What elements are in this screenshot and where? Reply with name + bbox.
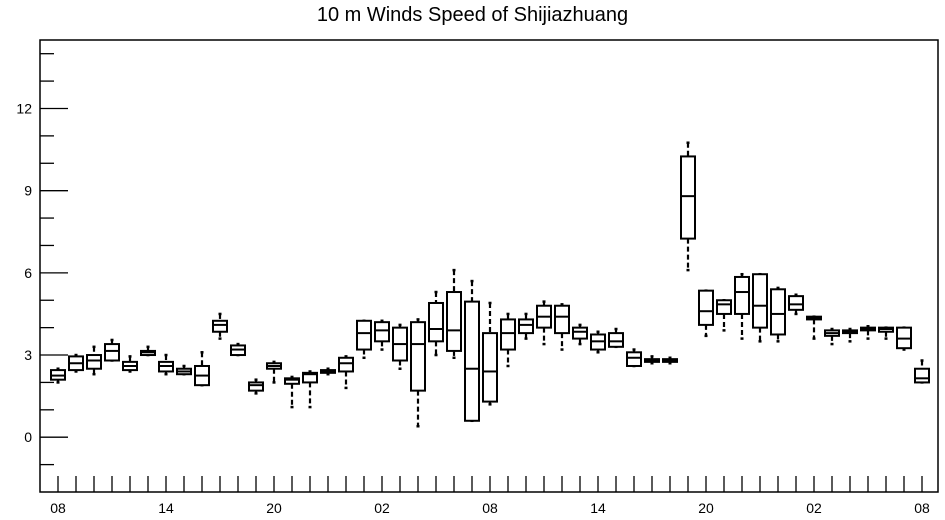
box-item [770,286,786,343]
box-iqr [500,318,516,351]
box-iqr [86,354,102,370]
box-item [878,326,894,340]
box-item [716,298,732,332]
box-iqr [626,351,642,367]
box-item [338,355,354,390]
y-axis: 0 3 6 9 12 [16,53,68,466]
box-item [446,268,462,360]
box-item [734,272,750,340]
plot-frame [39,39,939,493]
box-iqr [464,300,480,422]
box-iqr [284,377,300,385]
box-item [590,330,606,354]
box-item [86,345,102,376]
box-item [158,353,174,376]
box-iqr [752,273,768,329]
box-item [392,323,408,370]
x-tick-label: 20 [266,500,282,516]
box-item [662,356,678,365]
box-item [104,338,120,362]
box-item [698,289,714,338]
box-iqr [374,321,390,343]
x-tick-label: 14 [158,500,174,516]
y-tick-label: 12 [16,100,32,116]
box-item [212,312,228,340]
box-iqr [482,332,498,403]
y-tick-label: 3 [24,347,32,363]
x-tick-label: 02 [374,500,390,516]
box-item [140,345,156,357]
box-iqr [734,275,750,315]
box-item [500,312,516,368]
box-item [248,378,264,395]
box-item [122,355,138,373]
box-item [554,303,570,351]
y-tick-label: 6 [24,265,32,281]
x-tick-label: 02 [806,500,822,516]
box-iqr [410,321,426,392]
x-tick-label: 08 [50,500,66,516]
box-iqr [572,326,588,340]
box-item [752,272,768,343]
x-axis: 08 14 20 02 08 14 20 02 08 [50,476,930,516]
y-tick-label: 9 [24,183,32,199]
box-iqr [698,289,714,326]
box-item [266,360,282,384]
box-item [356,319,372,360]
box-item [626,348,642,368]
box-iqr [302,371,318,384]
box-item [608,327,624,349]
box-iqr [788,295,804,311]
x-tick-label: 08 [914,500,930,516]
box-item [842,327,858,343]
chart-title: 10 m Winds Speed of Shijiazhuang [316,4,629,26]
x-tick-label: 14 [590,500,606,516]
box-iqr [518,318,534,335]
box-iqr [446,291,462,352]
box-item [50,367,66,384]
box-item [482,301,498,406]
box-iqr [104,343,120,362]
box-item [860,325,876,340]
box-item [572,323,588,346]
box-item [176,364,192,376]
box-item [644,355,660,365]
box-item [284,375,300,409]
box-item [464,279,480,423]
box-iqr [356,319,372,351]
box-item [824,327,840,346]
box-item [428,290,444,357]
box-iqr [248,381,264,392]
box-iqr [212,319,228,333]
box-iqr [428,301,444,343]
box-iqr [680,155,696,240]
x-tick-label: 20 [698,500,714,516]
box-item [896,326,912,351]
box-item [536,300,552,346]
box-iqr [716,299,732,315]
box-item [410,318,426,428]
boxes-layer [50,141,930,428]
box-item [374,319,390,351]
box-item [320,367,336,376]
box-item [788,293,804,316]
box-item [680,141,696,272]
y-tick-label: 0 [24,429,32,445]
box-item [68,353,84,373]
box-item [302,370,318,409]
box-iqr [914,367,930,384]
box-iqr [770,288,786,336]
box-item [806,315,822,340]
box-iqr [608,332,624,348]
box-item [194,351,210,387]
box-item [518,312,534,340]
box-item [230,342,246,357]
box-iqr [338,356,354,373]
box-item [914,359,930,384]
x-tick-label: 08 [482,500,498,516]
box-iqr [554,304,570,335]
